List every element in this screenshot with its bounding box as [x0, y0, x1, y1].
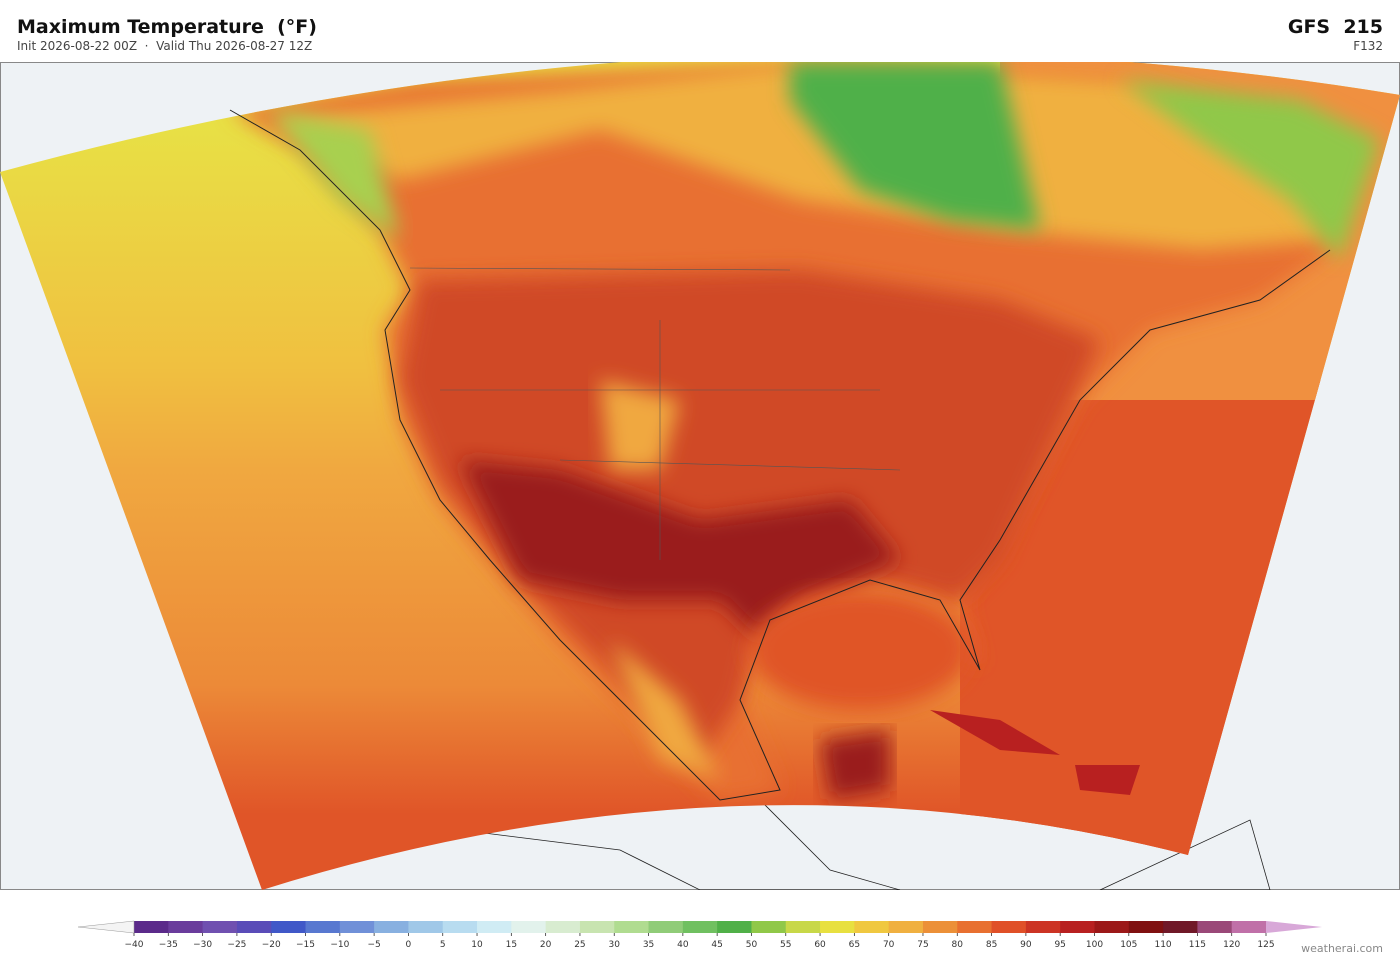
colorbar-tick-label: −25 — [227, 940, 246, 950]
colorbar-tick-label: 110 — [1154, 940, 1171, 950]
colorbar-bin — [991, 921, 1027, 933]
colorbar-tick-label: 30 — [609, 940, 621, 950]
colorbar-bin — [134, 921, 169, 933]
colorbar-tick-label: 45 — [711, 940, 722, 950]
model: GFS 215 — [1287, 16, 1383, 38]
colorbar-tick-label: 70 — [883, 940, 895, 950]
colorbar-tick-label: 125 — [1257, 940, 1274, 950]
colorbar-bin — [202, 921, 238, 933]
colorbar-tick-label: −35 — [159, 940, 178, 950]
colorbar-tick-label: 5 — [440, 940, 446, 950]
colorbar-bin — [1060, 921, 1095, 933]
colorbar-tick-label: 0 — [406, 940, 412, 950]
colorbar-tick-label: −10 — [330, 940, 349, 950]
colorbar-tick-label: −15 — [296, 940, 315, 950]
colorbar-bin — [545, 921, 581, 933]
colorbar-tick-label: 75 — [917, 940, 928, 950]
colorbar-bin — [1094, 921, 1130, 933]
colorbar-bin — [1163, 921, 1198, 933]
colorbar-bin — [442, 921, 478, 933]
colorbar-bin — [785, 921, 821, 933]
colorbar-bin — [305, 921, 341, 933]
title: Maximum Temperature (°F) — [17, 16, 317, 38]
colorbar-tick-label: −40 — [125, 940, 144, 950]
colorbar-bin — [511, 921, 547, 933]
colorbar-bin — [339, 921, 375, 933]
colorbar-tick-label: −5 — [367, 940, 380, 950]
colorbar-extend-high — [1266, 921, 1322, 933]
colorbar-bin — [820, 921, 855, 933]
colorbar-bin — [579, 921, 615, 933]
colorbar-bin — [648, 921, 684, 933]
colorbar-bin — [717, 921, 752, 933]
colorbar-bin — [1197, 921, 1233, 933]
colorbar-bin — [271, 921, 307, 933]
colorbar-bin — [1231, 921, 1267, 933]
colorbar-tick-label: 15 — [506, 940, 517, 950]
borders — [409, 267, 901, 560]
colorbar-tick-label: 20 — [540, 940, 552, 950]
colorbar-tick-label: 80 — [952, 940, 964, 950]
colorbar-tick-label: 40 — [677, 940, 689, 950]
colorbar-tick-label: 120 — [1223, 940, 1240, 950]
colorbar-bin — [168, 921, 204, 933]
colorbar-tick-label: 115 — [1189, 940, 1206, 950]
colorbar-tick-label: 90 — [1020, 940, 1032, 950]
forecast-hour: F132 — [1353, 39, 1383, 53]
colorbar-bin — [477, 921, 512, 933]
colorbar-bin — [614, 921, 650, 933]
colorbar-tick-label: 60 — [814, 940, 826, 950]
colorbar-bin — [854, 921, 890, 933]
colorbar-tick-label: 85 — [986, 940, 997, 950]
colorbar-tick-label: 50 — [746, 940, 758, 950]
colorbar-bin — [922, 921, 958, 933]
colorbar-bin — [957, 921, 993, 933]
colorbar-tick-label: 100 — [1086, 940, 1103, 950]
colorbar-tick-label: 95 — [1054, 940, 1065, 950]
colorbar-tick-label: 105 — [1120, 940, 1137, 950]
subtitle: Init 2026-08-22 00Z · Valid Thu 2026-08-… — [17, 39, 313, 53]
colorbar-tick-label: 65 — [849, 940, 860, 950]
colorbar-bin — [1025, 921, 1061, 933]
colorbar-extend-low — [77, 920, 135, 934]
temperature-field — [0, 62, 1400, 890]
colorbar-tick-label: 55 — [780, 940, 791, 950]
colorbar-tick-label: 35 — [643, 940, 654, 950]
colorbar-bin — [751, 921, 787, 933]
colorbar-tick-label: 10 — [471, 940, 483, 950]
colorbar-bin — [682, 921, 718, 933]
colorbar-bin — [1128, 921, 1164, 933]
colorbar-bin — [408, 921, 444, 933]
colorbar-bin — [374, 921, 409, 933]
coastline — [229, 109, 1331, 801]
watermark: weatherai.com — [1301, 942, 1383, 955]
colorbar-tick-label: 25 — [574, 940, 585, 950]
colorbar-bin — [236, 921, 272, 933]
colorbar-bin — [888, 921, 924, 933]
colorbar-tick-label: −20 — [262, 940, 281, 950]
colorbar-tick-label: −30 — [193, 940, 212, 950]
